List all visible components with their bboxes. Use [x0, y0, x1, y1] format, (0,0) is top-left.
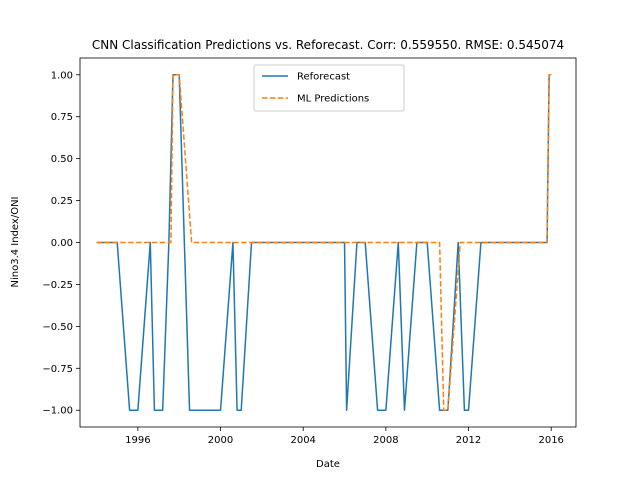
- x-tick-label: 2000: [208, 435, 233, 446]
- x-axis-title: Date: [316, 459, 340, 470]
- y-tick-label: −0.75: [42, 364, 73, 375]
- y-tick-label: 0.75: [51, 112, 73, 123]
- legend-label: Reforecast: [297, 72, 350, 83]
- legend-label: ML Predictions: [297, 94, 369, 105]
- y-tick-label: 0.00: [51, 238, 73, 249]
- plot-area: 1996 2000 2004 2008 2012 2016 −1.00 −0.75 −0.50 −…: [42, 57, 577, 446]
- y-tick-label: −1.00: [42, 406, 73, 417]
- chart-title: CNN Classification Predictions vs. Refor…: [92, 38, 564, 52]
- legend: Reforecast ML Predictions: [253, 64, 405, 112]
- y-tick-label: 0.50: [51, 154, 73, 165]
- y-tick-label: −0.25: [42, 280, 73, 291]
- x-tick-label: 1996: [125, 435, 150, 446]
- y-tick-label: 1.00: [51, 70, 73, 81]
- y-tick-label: 0.25: [51, 196, 73, 207]
- legend-box: [253, 64, 405, 112]
- y-axis-title: Nino3.4 Index/ONI: [10, 197, 21, 288]
- x-tick-label: 2008: [373, 435, 398, 446]
- series-line-ml-predictions: [96, 74, 552, 411]
- x-tick-label: 2004: [290, 435, 315, 446]
- x-tick-label: 2012: [456, 435, 481, 446]
- x-tick-label: 2016: [538, 435, 563, 446]
- y-tick-label: −0.50: [42, 322, 73, 333]
